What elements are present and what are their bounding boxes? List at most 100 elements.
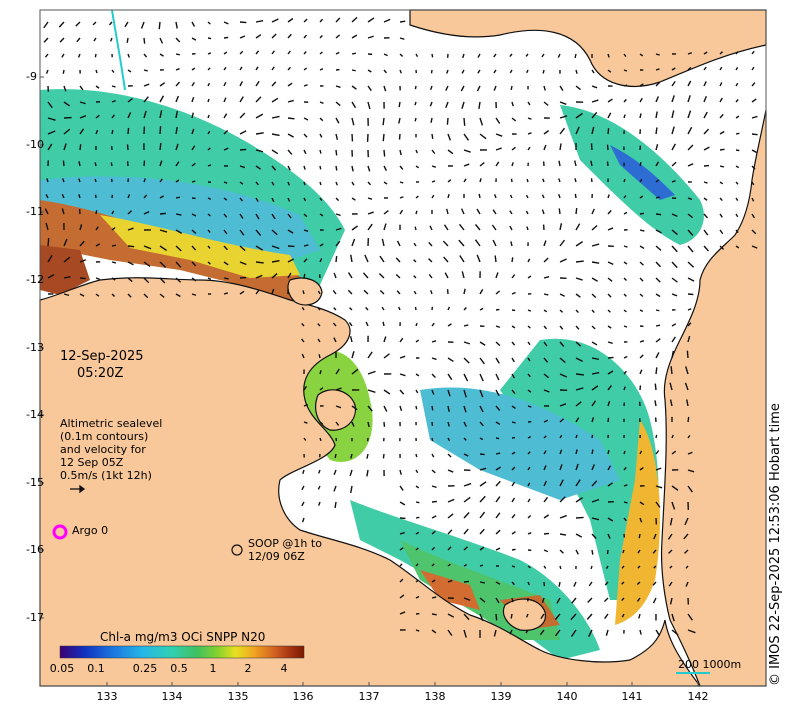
velocity-arrow bbox=[703, 197, 708, 201]
velocity-arrow bbox=[703, 96, 707, 103]
velocity-arrow bbox=[591, 357, 599, 361]
colorbar-title: Chl-a mg/m3 OCi SNPP N20 bbox=[100, 630, 266, 644]
velocity-arrow bbox=[671, 450, 677, 455]
velocity-arrow bbox=[175, 245, 182, 252]
velocity-arrow bbox=[399, 469, 402, 475]
velocity-arrow bbox=[350, 485, 353, 494]
velocity-arrow bbox=[735, 98, 739, 103]
velocity-arrow bbox=[159, 245, 167, 251]
velocity-arrow bbox=[207, 130, 211, 135]
velocity-arrow bbox=[591, 517, 600, 521]
velocity-arrow bbox=[655, 229, 662, 234]
velocity-arrow bbox=[623, 195, 627, 199]
velocity-arrow bbox=[399, 149, 402, 156]
velocity-arrow bbox=[159, 142, 162, 151]
velocity-arrow bbox=[414, 117, 417, 122]
velocity-arrow bbox=[127, 293, 132, 298]
velocity-arrow bbox=[428, 274, 433, 279]
velocity-arrow bbox=[479, 421, 484, 427]
velocity-arrow bbox=[431, 515, 437, 519]
velocity-arrow bbox=[527, 498, 531, 503]
velocity-arrow bbox=[526, 226, 529, 231]
velocity-arrow bbox=[335, 421, 340, 426]
velocity-arrow bbox=[655, 127, 658, 135]
velocity-arrow bbox=[671, 629, 679, 636]
velocity-arrow bbox=[558, 160, 561, 167]
velocity-arrow bbox=[302, 469, 305, 475]
velocity-arrow bbox=[623, 501, 628, 504]
velocity-arrow bbox=[495, 325, 501, 329]
velocity-arrow bbox=[511, 451, 516, 455]
velocity-arrow bbox=[47, 117, 56, 121]
velocity-arrow bbox=[460, 85, 465, 92]
velocity-arrow bbox=[431, 469, 436, 474]
velocity-arrow bbox=[271, 50, 275, 55]
velocity-arrow bbox=[655, 111, 658, 119]
velocity-arrow bbox=[575, 241, 584, 247]
velocity-arrow bbox=[399, 547, 404, 551]
velocity-arrow bbox=[525, 194, 529, 199]
velocity-arrow bbox=[671, 143, 676, 151]
velocity-arrow bbox=[271, 245, 280, 250]
velocity-arrow bbox=[623, 277, 627, 281]
velocity-arrow bbox=[591, 533, 597, 540]
velocity-arrow bbox=[396, 240, 401, 247]
velocity-arrow bbox=[143, 110, 147, 119]
velocity-arrow bbox=[348, 322, 353, 327]
velocity-arrow bbox=[591, 549, 594, 555]
velocity-arrow bbox=[127, 261, 134, 266]
velocity-arrow bbox=[511, 466, 516, 471]
velocity-arrow bbox=[159, 277, 166, 284]
velocity-arrow bbox=[575, 387, 584, 391]
velocity-arrow bbox=[463, 528, 469, 535]
velocity-arrow bbox=[607, 309, 611, 313]
velocity-arrow bbox=[527, 482, 531, 487]
x-tick: 137 bbox=[358, 690, 380, 703]
velocity-arrow bbox=[526, 69, 529, 74]
velocity-arrow bbox=[335, 149, 338, 156]
velocity-arrow bbox=[655, 161, 660, 167]
velocity-arrow bbox=[591, 449, 594, 455]
velocity-arrow bbox=[511, 117, 517, 122]
velocity-arrow bbox=[607, 482, 614, 487]
velocity-arrow bbox=[378, 273, 385, 279]
velocity-arrow bbox=[539, 629, 545, 636]
velocity-arrow bbox=[46, 178, 49, 183]
colorbar-tick: 4 bbox=[280, 662, 288, 675]
velocity-arrow bbox=[430, 117, 433, 123]
velocity-arrow bbox=[431, 613, 437, 616]
velocity-arrow bbox=[431, 357, 437, 361]
velocity-arrow bbox=[623, 178, 626, 183]
velocity-arrow bbox=[687, 451, 693, 455]
velocity-arrow bbox=[415, 531, 420, 535]
velocity-arrow bbox=[559, 341, 565, 347]
velocity-arrow bbox=[79, 115, 87, 119]
velocity-arrow bbox=[685, 366, 689, 375]
groote-eylandt bbox=[315, 389, 357, 431]
velocity-arrow bbox=[687, 126, 693, 135]
velocity-arrow bbox=[428, 241, 433, 247]
velocity-arrow bbox=[461, 69, 465, 74]
velocity-arrow bbox=[239, 35, 246, 39]
velocity-arrow bbox=[605, 565, 609, 569]
velocity-arrow bbox=[127, 53, 130, 58]
velocity-arrow bbox=[92, 21, 97, 26]
velocity-arrow bbox=[239, 81, 243, 87]
velocity-arrow bbox=[607, 227, 614, 231]
velocity-arrow bbox=[559, 293, 565, 297]
velocity-arrow bbox=[333, 485, 337, 492]
velocity-arrow bbox=[79, 85, 84, 91]
velocity-arrow bbox=[703, 229, 709, 236]
velocity-arrow bbox=[287, 197, 291, 202]
velocity-arrow bbox=[351, 85, 357, 90]
velocity-arrow bbox=[255, 96, 262, 103]
velocity-arrow bbox=[415, 405, 418, 410]
velocity-arrow bbox=[61, 208, 65, 215]
velocity-arrow bbox=[687, 95, 691, 103]
velocity-arrow bbox=[45, 222, 49, 231]
velocity-arrow bbox=[413, 242, 417, 247]
velocity-arrow bbox=[570, 613, 577, 621]
velocity-arrow bbox=[111, 227, 116, 231]
velocity-arrow bbox=[223, 261, 229, 266]
velocity-arrow bbox=[111, 129, 114, 135]
